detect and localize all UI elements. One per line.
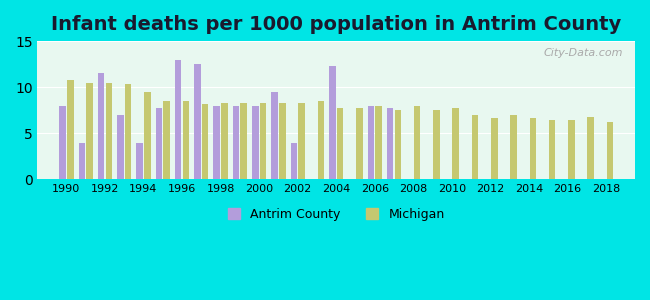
Bar [387, 107, 393, 179]
Bar [318, 101, 324, 179]
Bar [395, 110, 401, 179]
Bar [329, 66, 335, 179]
Bar [491, 118, 497, 179]
Bar [183, 101, 189, 179]
Bar [298, 103, 305, 179]
Bar [86, 82, 93, 179]
Bar [67, 80, 73, 179]
Bar [213, 106, 220, 179]
Bar [125, 85, 131, 179]
Bar [98, 74, 105, 179]
Bar [136, 142, 143, 179]
Bar [79, 142, 85, 179]
Bar [260, 103, 266, 179]
Bar [510, 115, 517, 179]
Bar [472, 115, 478, 179]
Bar [59, 106, 66, 179]
Legend: Antrim County, Michigan: Antrim County, Michigan [223, 203, 450, 226]
Bar [117, 115, 124, 179]
Bar [337, 108, 343, 179]
Bar [105, 82, 112, 179]
Bar [221, 103, 228, 179]
Bar [240, 103, 247, 179]
Bar [163, 101, 170, 179]
Bar [568, 119, 575, 179]
Bar [530, 118, 536, 179]
Bar [368, 106, 374, 179]
Bar [144, 92, 151, 179]
Bar [606, 122, 613, 179]
Bar [452, 108, 459, 179]
Bar [271, 92, 278, 179]
Bar [252, 106, 259, 179]
Bar [549, 119, 555, 179]
Bar [356, 108, 363, 179]
Bar [155, 107, 162, 179]
Bar [375, 106, 382, 179]
Bar [291, 142, 297, 179]
Bar [202, 104, 209, 179]
Bar [433, 110, 440, 179]
Title: Infant deaths per 1000 population in Antrim County: Infant deaths per 1000 population in Ant… [51, 15, 621, 34]
Bar [414, 106, 421, 179]
Bar [233, 106, 239, 179]
Text: City-Data.com: City-Data.com [543, 48, 623, 58]
Bar [194, 64, 201, 179]
Bar [279, 103, 285, 179]
Bar [588, 117, 594, 179]
Bar [175, 60, 181, 179]
